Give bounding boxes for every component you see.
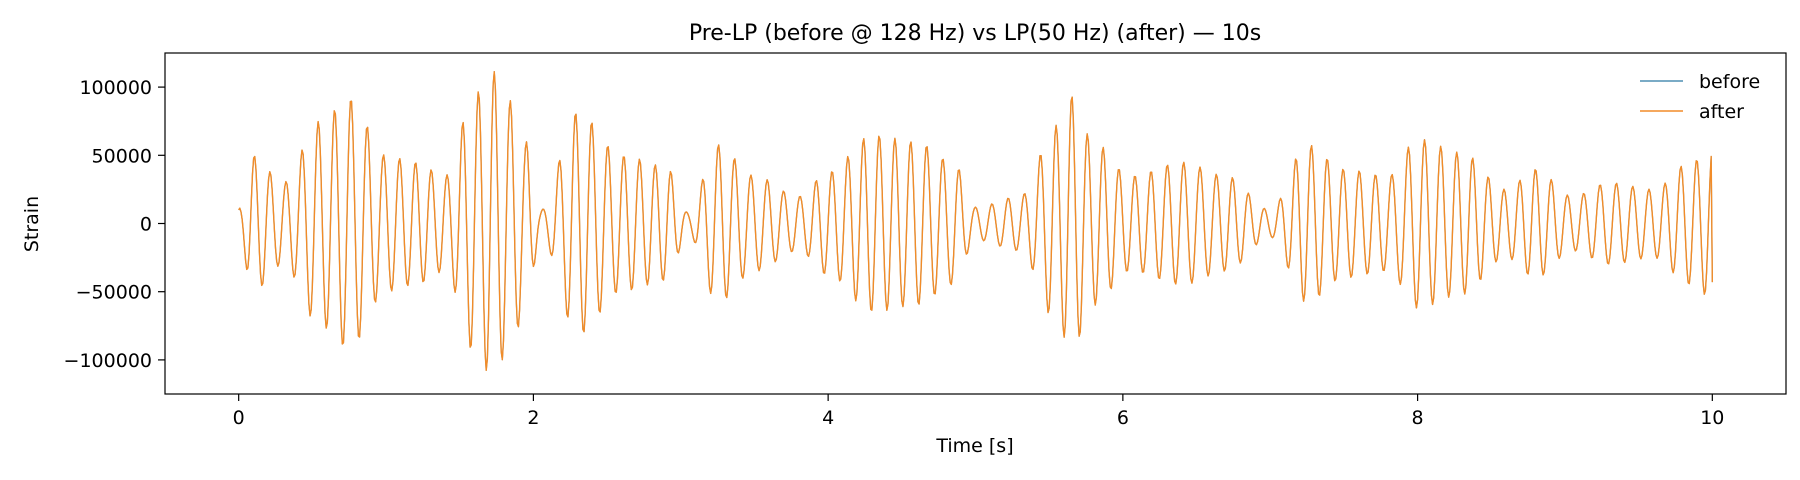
y-tick-label: 100000 [79,77,152,99]
y-ticks: −100000 −50000 0 50000 100000 [64,77,165,372]
x-tick-label: 4 [822,407,834,429]
y-tick-label: 0 [140,214,152,236]
legend: before after [1640,71,1760,123]
y-tick-label: −50000 [76,282,152,304]
series-line-before [238,71,1713,371]
x-tick-label: 2 [527,407,539,429]
x-tick-label: 10 [1700,407,1724,429]
x-tick-label: 0 [233,407,245,429]
x-ticks: 0 2 4 6 8 10 [233,394,1724,429]
plot-frame [164,52,1787,395]
y-axis-label: Strain [21,196,43,252]
legend-label-before: before [1699,71,1760,93]
x-tick-label: 6 [1117,407,1129,429]
y-tick-label: 50000 [92,145,152,167]
legend-label-after: after [1699,101,1744,123]
x-axis-label: Time [s] [935,435,1013,457]
series-layer [238,70,1714,372]
series-line-after [238,70,1714,372]
chart-title: Pre-LP (before @ 128 Hz) vs LP(50 Hz) (a… [689,21,1261,46]
y-tick-label: −100000 [64,350,152,372]
plot-area: 0 2 4 6 8 10 −100000 −50000 0 50000 100000 [64,52,1787,429]
x-tick-label: 8 [1412,407,1424,429]
